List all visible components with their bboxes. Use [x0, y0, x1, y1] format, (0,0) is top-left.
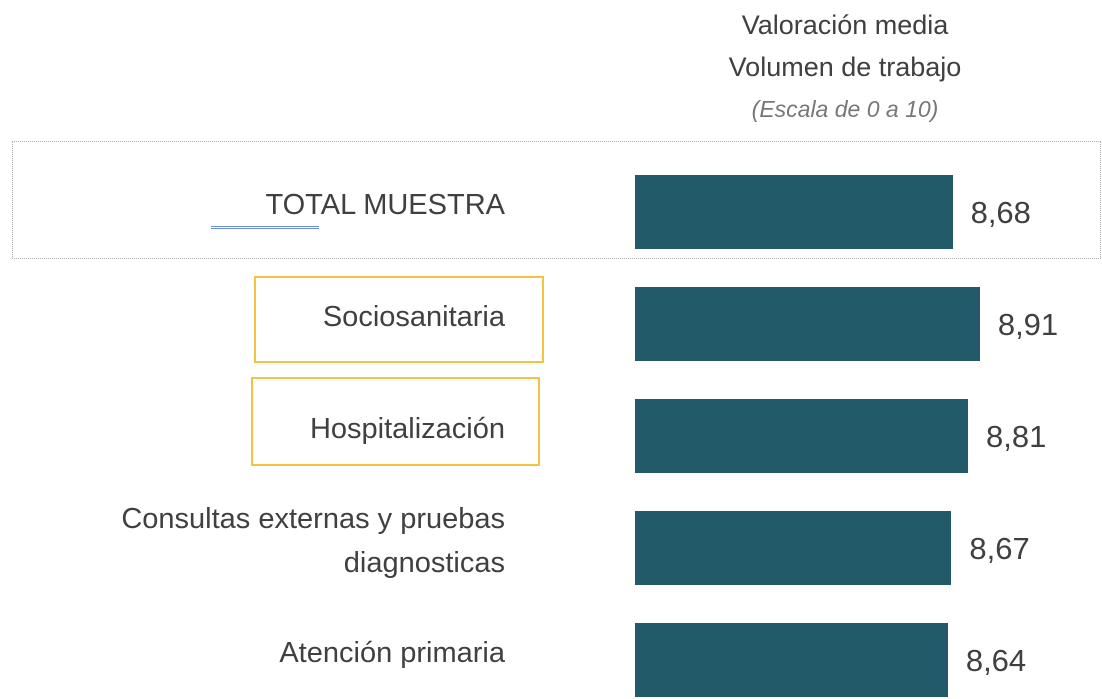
chart-title: Valoración media — [741, 10, 949, 40]
category-label: Sociosanitaria — [322, 301, 505, 333]
value-label: 8,67 — [969, 531, 1030, 566]
highlight-box — [12, 141, 1101, 259]
bar — [635, 511, 952, 585]
value-label: 8,91 — [997, 307, 1059, 342]
chart-title: Volumen de trabajo — [728, 52, 962, 82]
value-label: 8,68 — [970, 195, 1031, 230]
value-label: 8,64 — [965, 643, 1027, 678]
spell-underline — [211, 223, 319, 229]
highlight-box — [251, 377, 540, 466]
category-label: Hospitalización — [309, 413, 505, 445]
value-label: 8,81 — [985, 419, 1047, 454]
category-label: Consultas externas y pruebas diagnostica… — [121, 503, 505, 579]
bar — [635, 287, 980, 361]
category-label: Atención primaria — [279, 637, 505, 669]
bar — [635, 175, 953, 249]
bar — [635, 399, 968, 473]
category-label: TOTAL MUESTRA — [265, 189, 505, 221]
bar — [635, 623, 948, 697]
chart-subtitle: (Escala de 0 a 10) — [751, 96, 939, 122]
highlight-box — [254, 276, 544, 363]
